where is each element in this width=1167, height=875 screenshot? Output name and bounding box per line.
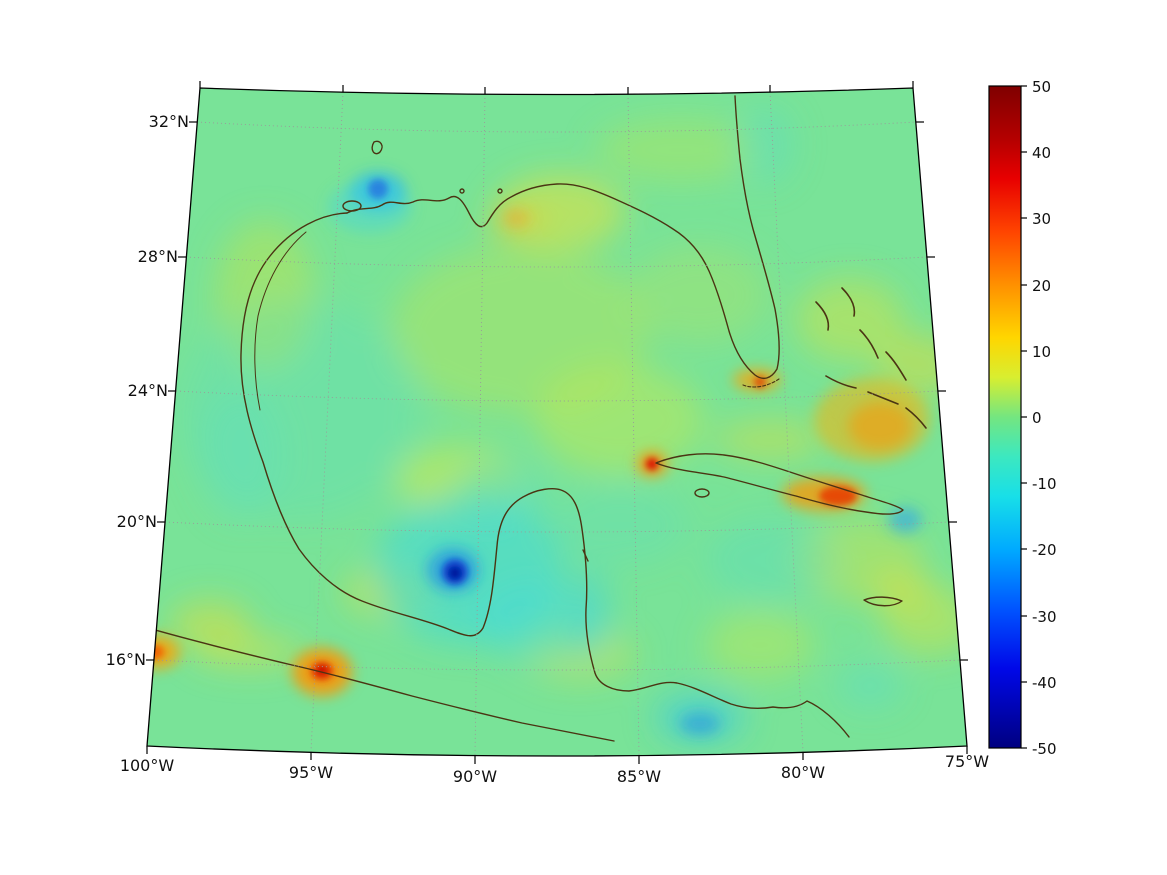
colorbar-tick-label-50: 50 (1032, 78, 1052, 96)
colorbar-tick-label-10: 10 (1032, 343, 1052, 361)
coastlines (147, 95, 927, 742)
coastline-jamaica (863, 596, 903, 607)
coastline-western-gulf-yucatan (240, 212, 850, 738)
coastline-islet-2 (497, 188, 503, 194)
colorbar-tick-label-neg20: -20 (1032, 541, 1057, 559)
colorbar-tick-label-neg50: -50 (1032, 740, 1057, 758)
colorbar-tick-label-neg10: -10 (1032, 475, 1057, 493)
coastline-texas-barrier-islands (254, 231, 307, 411)
coastline-northern-gulf-florida (346, 95, 780, 380)
colorbar-ticks (1021, 85, 1027, 749)
colorbar-tick-label-30: 30 (1032, 210, 1052, 228)
axis-ticks (146, 81, 968, 764)
lon-tick-label-85w: 85°W (616, 767, 662, 786)
coastline-lake-pontchartrain (342, 200, 362, 212)
left-axis-ticks (146, 121, 197, 661)
colorbar-tick-label-0: 0 (1032, 409, 1042, 427)
heatmap-broad-anomalies (168, 107, 967, 742)
top-axis-ticks (199, 81, 914, 94)
coastline-inland-lake (371, 140, 383, 155)
coastline-cozumel (582, 549, 589, 562)
lon-tick-label-80w: 80°W (780, 763, 826, 782)
coastline-isla-juventud (694, 488, 710, 498)
colorbar-tick-label-neg40: -40 (1032, 674, 1057, 692)
map-frame (146, 87, 968, 757)
heatmap-field (147, 88, 967, 756)
colorbar (988, 85, 1027, 749)
coastline-islet-1 (459, 188, 465, 194)
lon-tick-label-75w: 75°W (944, 752, 990, 771)
lon-tick-label-90w: 90°W (452, 767, 498, 786)
lat-tick-label-16n: 16°N (105, 650, 146, 669)
colorbar-tick-label-20: 20 (1032, 277, 1052, 295)
colorbar-tick-label-neg30: -30 (1032, 608, 1057, 626)
bottom-axis-ticks (146, 746, 968, 764)
lat-tick-label-28n: 28°N (137, 247, 178, 266)
lat-tick-label-32n: 32°N (148, 112, 189, 131)
lat-tick-label-24n: 24°N (127, 381, 168, 400)
graticule-gridlines (153, 91, 961, 756)
lon-tick-label-100w: 100°W (119, 756, 175, 775)
heatmap-mesoscale-anomalies (147, 172, 930, 735)
colorbar-gradient (988, 85, 1022, 749)
coastline-pacific (147, 627, 615, 742)
colorbar-tick-label-40: 40 (1032, 144, 1052, 162)
heatmap-extrema-cores (147, 179, 857, 680)
lon-tick-label-95w: 95°W (288, 763, 334, 782)
coastline-cuba (655, 453, 904, 515)
lat-tick-label-20n: 20°N (116, 512, 157, 531)
coastline-bahamas (815, 287, 927, 429)
coastline-florida-keys (742, 378, 780, 388)
right-axis-ticks (916, 121, 968, 661)
